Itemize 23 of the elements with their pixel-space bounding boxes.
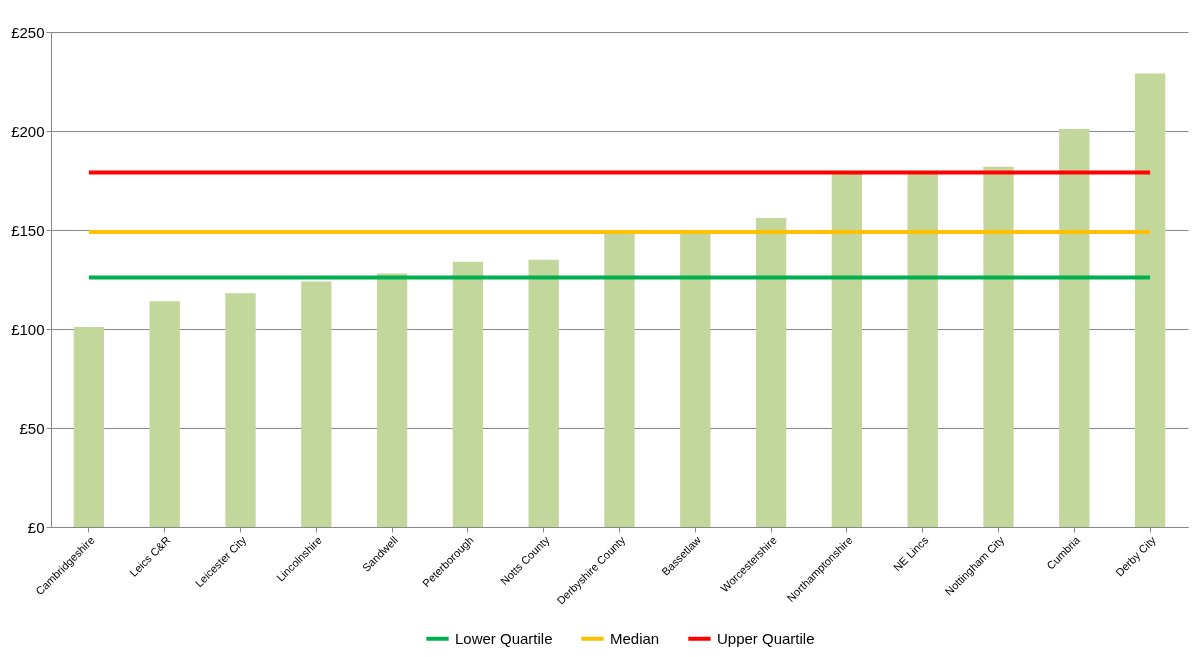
y-tick-label: £200 (11, 122, 45, 140)
bar (301, 281, 332, 527)
y-tick-label: £0 (27, 518, 45, 536)
y-tick-label: £100 (11, 320, 45, 338)
bar (452, 261, 484, 527)
bar (831, 172, 863, 527)
bar (225, 293, 256, 527)
bar (907, 172, 938, 527)
bar (376, 273, 408, 527)
bar (528, 259, 559, 527)
bar (604, 231, 635, 527)
y-tick-label: £50 (19, 419, 45, 437)
y-tick-label: £250 (11, 23, 45, 41)
bar (1134, 73, 1166, 527)
legend-label: Median (610, 629, 660, 647)
bar (149, 301, 180, 527)
bar (755, 218, 787, 527)
bar (73, 327, 105, 527)
bar (983, 166, 1014, 527)
bar (1059, 129, 1090, 527)
legend-label: Upper Quartile (717, 629, 815, 647)
legend-label: Lower Quartile (455, 629, 553, 647)
y-tick-label: £150 (11, 221, 45, 239)
